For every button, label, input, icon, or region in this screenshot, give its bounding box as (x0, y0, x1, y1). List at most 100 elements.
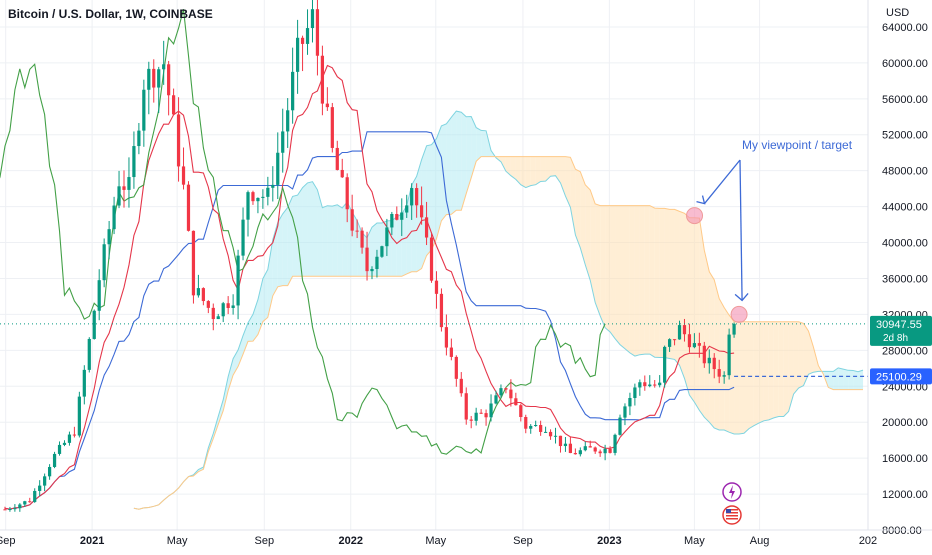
candle-body[interactable] (554, 436, 557, 437)
candle-body[interactable] (484, 413, 487, 417)
candle-body[interactable] (93, 311, 96, 339)
candle-body[interactable] (608, 449, 611, 453)
candle-body[interactable] (281, 131, 284, 152)
candle-body[interactable] (256, 198, 259, 201)
candle-body[interactable] (187, 185, 190, 231)
candle-body[interactable] (341, 170, 344, 177)
candle-body[interactable] (311, 9, 314, 28)
candle-body[interactable] (276, 153, 279, 185)
candle-body[interactable] (579, 450, 582, 454)
candle-body[interactable] (331, 107, 334, 148)
candle-body[interactable] (663, 347, 666, 383)
candle-body[interactable] (251, 192, 254, 201)
candle-body[interactable] (236, 256, 239, 306)
candle-body[interactable] (390, 214, 393, 227)
candle-body[interactable] (316, 9, 319, 56)
candle-body[interactable] (271, 185, 274, 188)
candle-body[interactable] (628, 398, 631, 406)
candle-body[interactable] (450, 348, 453, 357)
candle-body[interactable] (440, 294, 443, 327)
candle-body[interactable] (589, 446, 592, 447)
candle-body[interactable] (613, 435, 616, 453)
candle-body[interactable] (117, 186, 120, 205)
candle-body[interactable] (529, 426, 532, 429)
candle-body[interactable] (38, 486, 41, 491)
candle-body[interactable] (658, 383, 661, 386)
candle-body[interactable] (509, 390, 512, 399)
candle-body[interactable] (63, 443, 66, 445)
candle-body[interactable] (385, 227, 388, 246)
candle-body[interactable] (98, 280, 101, 311)
candle-body[interactable] (395, 214, 398, 220)
candle-body[interactable] (18, 504, 21, 508)
candle-body[interactable] (261, 197, 264, 198)
candle-body[interactable] (698, 343, 701, 346)
candle-body[interactable] (425, 217, 428, 237)
candle-body[interactable] (167, 64, 170, 95)
candle-body[interactable] (232, 305, 235, 308)
candle-body[interactable] (142, 90, 145, 131)
viewpoint-marker[interactable] (687, 208, 703, 224)
candle-body[interactable] (108, 229, 111, 244)
candle-body[interactable] (638, 382, 641, 387)
candle-body[interactable] (708, 358, 711, 363)
candle-body[interactable] (28, 501, 31, 502)
candle-body[interactable] (648, 385, 651, 387)
candle-body[interactable] (336, 148, 339, 170)
candle-body[interactable] (420, 205, 423, 217)
candle-body[interactable] (430, 238, 433, 281)
candle-body[interactable] (599, 451, 602, 453)
candle-body[interactable] (380, 246, 383, 257)
candle-body[interactable] (415, 188, 418, 205)
candle-body[interactable] (147, 69, 150, 90)
candle-body[interactable] (569, 444, 572, 453)
candle-body[interactable] (58, 445, 61, 454)
candle-body[interactable] (524, 417, 527, 429)
candle-body[interactable] (375, 257, 378, 269)
candle-body[interactable] (212, 308, 215, 319)
candle-body[interactable] (683, 325, 686, 334)
candle-body[interactable] (326, 104, 329, 108)
candle-body[interactable] (207, 301, 210, 308)
candle-body[interactable] (13, 508, 16, 509)
candle-body[interactable] (301, 38, 304, 44)
candle-body[interactable] (23, 501, 26, 504)
candle-body[interactable] (604, 449, 607, 453)
candle-body[interactable] (703, 346, 706, 363)
candle-body[interactable] (534, 425, 537, 426)
candle-body[interactable] (435, 281, 438, 294)
candle-body[interactable] (405, 205, 408, 212)
candle-body[interactable] (356, 231, 359, 232)
candle-body[interactable] (351, 209, 354, 230)
candle-body[interactable] (73, 435, 76, 436)
candle-body[interactable] (365, 248, 368, 272)
candle-body[interactable] (693, 343, 696, 347)
candle-body[interactable] (732, 324, 735, 335)
candle-body[interactable] (713, 358, 716, 369)
candle-body[interactable] (475, 413, 478, 421)
candle-body[interactable] (618, 418, 621, 435)
candle-body[interactable] (53, 454, 56, 467)
candle-body[interactable] (643, 382, 646, 386)
candle-body[interactable] (246, 192, 249, 220)
candle-body[interactable] (291, 72, 294, 110)
candle-body[interactable] (197, 288, 200, 295)
candle-body[interactable] (346, 177, 349, 209)
candle-body[interactable] (718, 369, 721, 377)
candle-body[interactable] (455, 357, 458, 379)
candle-body[interactable] (465, 393, 468, 419)
candle-body[interactable] (157, 69, 160, 87)
candle-body[interactable] (400, 213, 403, 220)
candle-body[interactable] (633, 387, 636, 398)
candle-body[interactable] (623, 406, 626, 417)
candle-body[interactable] (48, 467, 51, 476)
candle-body[interactable] (668, 339, 671, 347)
candle-body[interactable] (286, 110, 289, 131)
candle-body[interactable] (162, 64, 165, 69)
candle-body[interactable] (43, 476, 46, 485)
candle-body[interactable] (564, 444, 567, 446)
candle-body[interactable] (584, 446, 587, 450)
candle-body[interactable] (519, 405, 522, 417)
candle-body[interactable] (152, 69, 155, 88)
candle-body[interactable] (132, 146, 135, 177)
